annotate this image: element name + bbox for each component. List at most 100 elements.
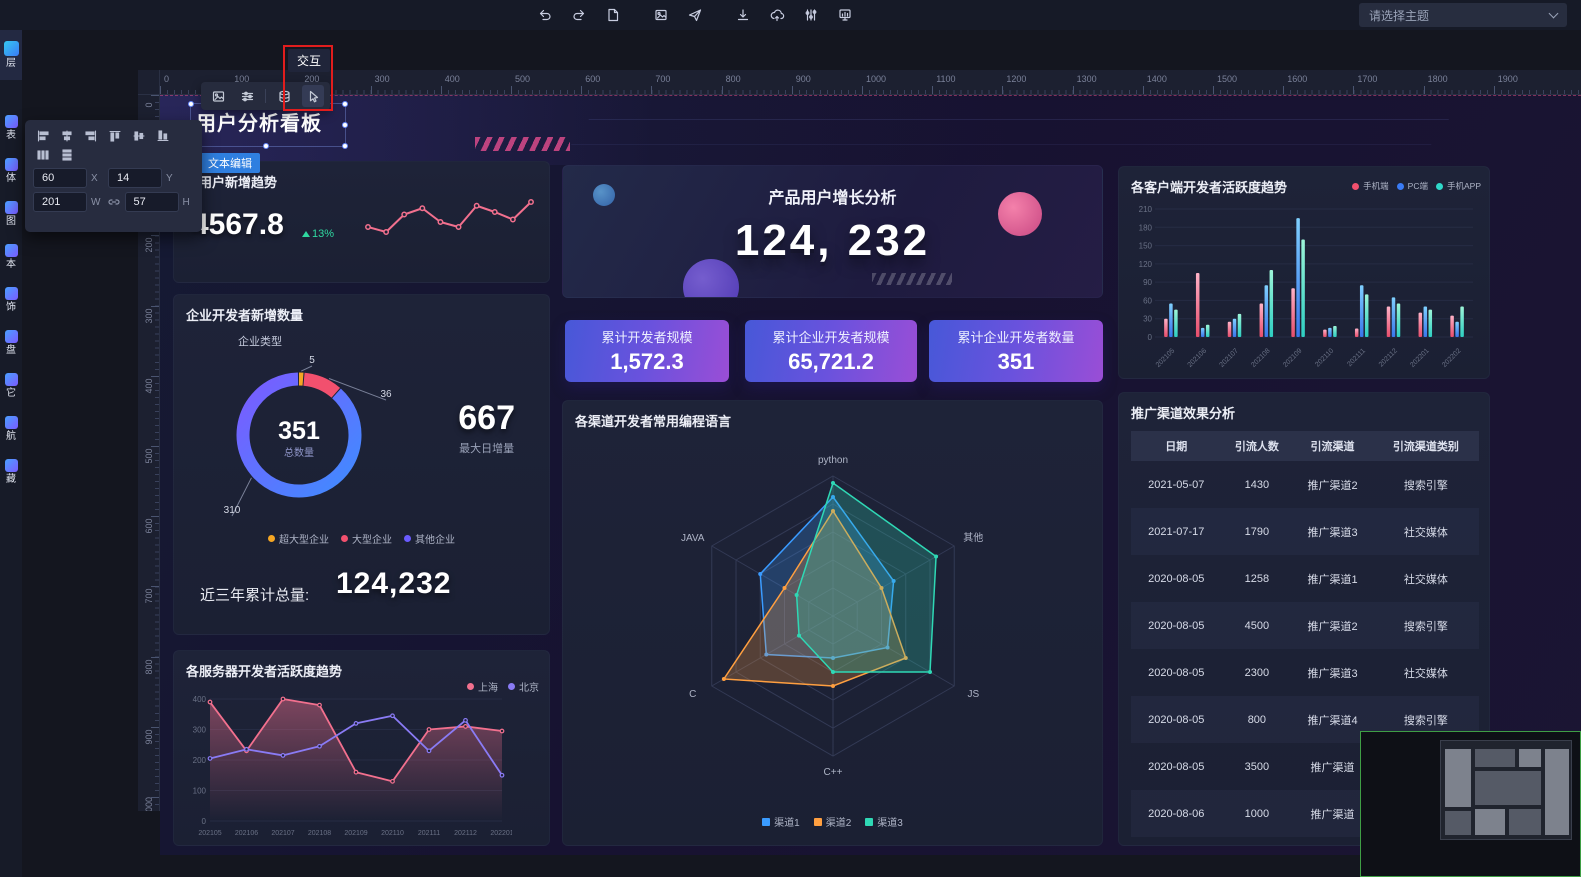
minimap-navigator[interactable] bbox=[1360, 731, 1581, 877]
legend-item: 手机APP bbox=[1435, 180, 1481, 192]
channel-link[interactable]: 推广渠道2 bbox=[1307, 620, 1358, 633]
legend-item: 渠道2 bbox=[813, 814, 851, 829]
panel-title: 企业开发者新增数量 bbox=[186, 308, 304, 323]
total-label: 近三年累计总量: bbox=[200, 587, 310, 604]
resize-handle[interactable] bbox=[342, 101, 348, 107]
resize-handle[interactable] bbox=[342, 122, 348, 128]
left-nav-item[interactable]: 图 bbox=[0, 192, 22, 235]
panel-user-trend[interactable]: 体用户新增趋势 4567.8 13% bbox=[173, 161, 550, 283]
legend-item: 超大型企业 bbox=[268, 531, 329, 546]
left-nav-item[interactable]: 盘 bbox=[0, 321, 22, 364]
undo-icon[interactable] bbox=[534, 4, 556, 26]
total-value: 124,232 bbox=[336, 567, 452, 600]
category-link[interactable]: 社交媒体 bbox=[1403, 573, 1448, 586]
width-input[interactable] bbox=[33, 192, 87, 212]
legend-swatch bbox=[341, 535, 348, 542]
left-nav-item[interactable]: 体 bbox=[0, 149, 22, 192]
distribute-vertical-icon[interactable] bbox=[59, 147, 74, 162]
left-nav-item[interactable]: 藏 bbox=[0, 450, 22, 493]
stat-card-enterprise-count[interactable]: 累计企业开发者数量 351 bbox=[929, 320, 1103, 382]
component-type-tag[interactable]: 文本编辑 bbox=[200, 153, 260, 173]
slideshow-icon[interactable] bbox=[834, 4, 856, 26]
align-middle-vertical-icon[interactable] bbox=[131, 128, 146, 143]
save-icon[interactable] bbox=[602, 4, 624, 26]
promo-cell: 2020-08-05 bbox=[1148, 713, 1205, 726]
category-link[interactable]: 社交媒体 bbox=[1403, 526, 1448, 539]
resize-handle[interactable] bbox=[188, 101, 194, 107]
align-left-icon[interactable] bbox=[35, 128, 50, 143]
dashboard-title[interactable]: 用户分析看板 bbox=[196, 113, 322, 135]
stat-card-enterprise-developer-total[interactable]: 累计企业开发者规模 65,721.2 bbox=[745, 320, 917, 382]
left-nav-item[interactable]: 航 bbox=[0, 407, 22, 450]
category-link[interactable]: 社交媒体 bbox=[1403, 667, 1448, 680]
align-bottom-icon[interactable] bbox=[155, 128, 170, 143]
svg-text:202108: 202108 bbox=[1250, 347, 1272, 369]
chevron-down-icon bbox=[1548, 8, 1559, 19]
dashboard-canvas[interactable]: 用户分析看板 文本编辑 体用户新增趋势 4567.8 13% 产品用户增长分析 … bbox=[160, 95, 1581, 855]
svg-text:150: 150 bbox=[1139, 242, 1153, 251]
header-circuit-line bbox=[570, 119, 1450, 145]
left-nav-item[interactable]: 饰 bbox=[0, 278, 22, 321]
legend-item: PC端 bbox=[1396, 180, 1428, 192]
interaction-tooltip: 交互 bbox=[288, 49, 331, 72]
left-nav-item[interactable]: 表 bbox=[0, 106, 22, 149]
align-top-icon[interactable] bbox=[107, 128, 122, 143]
align-right-icon[interactable] bbox=[83, 128, 98, 143]
bar-chart: 0 30 60 90 120 150 180 210 202105 202106 202107 202… bbox=[1139, 205, 1473, 369]
channel-link[interactable]: 推广渠道1 bbox=[1307, 573, 1358, 586]
channel-link[interactable]: 推广渠道4 bbox=[1307, 714, 1358, 727]
category-link[interactable]: 搜索引擎 bbox=[1403, 714, 1448, 727]
minimap-thumbnail bbox=[1440, 740, 1572, 840]
header-hatch-decoration bbox=[475, 137, 570, 151]
data-source-icon[interactable] bbox=[273, 85, 295, 107]
publish-icon[interactable] bbox=[684, 4, 706, 26]
panel-server-activity[interactable]: 各服务器开发者活跃度趋势 上海 北京 0 100 200 300 400 202105 202… bbox=[173, 650, 550, 846]
download-icon[interactable] bbox=[732, 4, 754, 26]
svg-text:30: 30 bbox=[1143, 315, 1152, 324]
cloud-upload-icon[interactable] bbox=[766, 4, 788, 26]
panel-client-activity[interactable]: 各客户端开发者活跃度趋势 手机端 PC端 手机APP 0 30 60 90 120 150 18… bbox=[1118, 166, 1490, 379]
redo-icon[interactable] bbox=[568, 4, 590, 26]
max-daily-label: 最大日增量 bbox=[459, 443, 515, 455]
channel-link[interactable]: 推广渠道3 bbox=[1307, 667, 1358, 680]
left-nav-layers-item[interactable]: 层 bbox=[0, 30, 22, 80]
left-nav-item[interactable]: 本 bbox=[0, 235, 22, 278]
x-label: X bbox=[91, 172, 98, 184]
stat-card-developer-total[interactable]: 累计开发者规模 1,572.3 bbox=[565, 320, 729, 382]
stat-card-value: 65,721.2 bbox=[788, 349, 874, 374]
promo-cell: 2020-08-05 bbox=[1148, 760, 1205, 773]
category-link[interactable]: 搜索引擎 bbox=[1403, 479, 1448, 492]
category-link[interactable]: 搜索引擎 bbox=[1403, 620, 1448, 633]
align-center-horizontal-icon[interactable] bbox=[59, 128, 74, 143]
theme-select[interactable]: 请选择主题 bbox=[1359, 3, 1567, 27]
panel-language-radar[interactable]: 各渠道开发者常用编程语言 python 其他 JS C++ C JAVA 渠道1 渠道2 渠道… bbox=[562, 400, 1103, 846]
resize-handle[interactable] bbox=[342, 143, 348, 149]
svg-text:C: C bbox=[689, 689, 696, 700]
decorative-circle bbox=[998, 192, 1042, 236]
filter-settings-icon[interactable] bbox=[800, 4, 822, 26]
channel-link[interactable]: 推广渠道3 bbox=[1307, 526, 1358, 539]
promo-table-row: 2020-08-05 1258 推广渠道1 社交媒体 bbox=[1131, 555, 1479, 602]
svg-text:200: 200 bbox=[193, 756, 207, 765]
decorative-stripes bbox=[872, 273, 952, 285]
sliders-settings-icon[interactable] bbox=[236, 85, 258, 107]
left-nav-item[interactable]: 它 bbox=[0, 364, 22, 407]
interaction-settings-icon[interactable] bbox=[302, 85, 324, 107]
channel-link[interactable]: 推广渠道2 bbox=[1307, 479, 1358, 492]
resize-handle[interactable] bbox=[263, 143, 269, 149]
horizontal-ruler[interactable]: 0 100 200 300 400 500 600 700 800 900 1000 1100 1200… bbox=[160, 70, 1581, 95]
export-image-icon[interactable] bbox=[650, 4, 672, 26]
lock-ratio-link-icon[interactable] bbox=[106, 194, 120, 210]
panel-enterprise-developers[interactable]: 企业开发者新增数量 企业类型 351 总数量 5 36 310 667 最大日增量 超大… bbox=[173, 294, 550, 635]
toolbar-icon-group bbox=[528, 0, 862, 30]
distribute-horizontal-icon[interactable] bbox=[35, 147, 50, 162]
channel-link[interactable]: 推广渠道 bbox=[1310, 761, 1355, 774]
panel-growth[interactable]: 产品用户增长分析 124, 232 bbox=[562, 165, 1103, 298]
x-position-input[interactable] bbox=[33, 168, 87, 188]
image-settings-icon[interactable] bbox=[207, 85, 229, 107]
promo-table-row: 2020-08-05 2300 推广渠道3 社交媒体 bbox=[1131, 649, 1479, 696]
height-input[interactable] bbox=[124, 192, 179, 212]
channel-link[interactable]: 推广渠道 bbox=[1310, 808, 1355, 821]
y-position-input[interactable] bbox=[108, 168, 162, 188]
